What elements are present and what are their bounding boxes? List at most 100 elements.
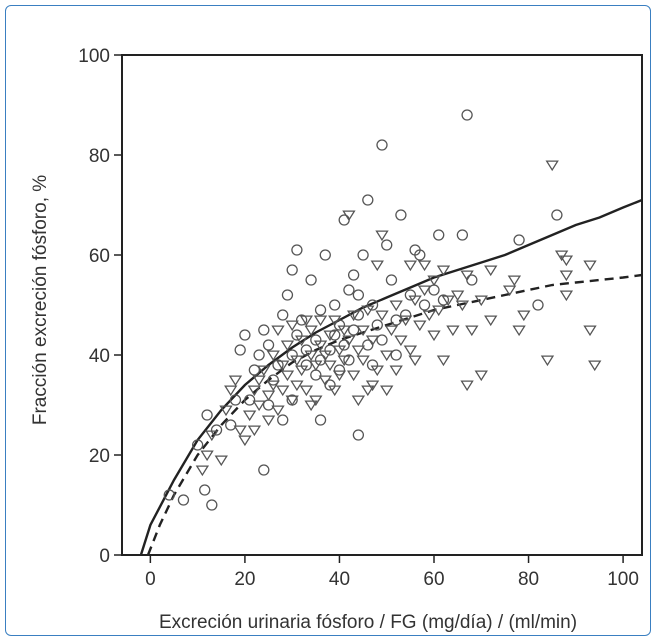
triangle-point <box>346 310 361 322</box>
triangle-point <box>224 385 238 397</box>
triangle-point <box>545 160 559 172</box>
triangle-point <box>460 270 474 282</box>
triangle-point <box>266 350 280 362</box>
y-tick-label: 100 <box>78 46 110 67</box>
solid-fit-curve <box>139 198 643 556</box>
triangle-point <box>219 405 233 417</box>
triangle-point <box>290 380 304 392</box>
circle-point <box>404 289 417 301</box>
circle-point <box>456 229 469 241</box>
triangle-point <box>361 385 375 397</box>
circle-point <box>286 264 298 276</box>
circle-point <box>324 344 336 356</box>
circle-point <box>362 194 374 206</box>
circle-point <box>206 499 218 511</box>
triangle-point <box>403 345 418 357</box>
triangle-point <box>294 365 309 377</box>
circle-point <box>329 329 341 341</box>
circle-point <box>352 309 365 321</box>
x-tick-label: 100 <box>607 569 639 590</box>
circle-point <box>305 274 317 286</box>
triangle-point <box>427 330 441 342</box>
circle-point <box>352 289 365 301</box>
circle-point <box>390 349 402 361</box>
triangle-point <box>559 255 574 267</box>
circle-point <box>329 299 341 311</box>
triangle-point <box>361 305 375 317</box>
circle-point <box>300 344 313 356</box>
triangle-point <box>540 355 555 367</box>
triangle-point <box>474 295 488 307</box>
x-tick-label: 60 <box>423 569 444 590</box>
triangle-point <box>318 350 332 362</box>
circle-point <box>177 494 190 506</box>
circle-point <box>267 374 279 386</box>
triangle-point <box>205 430 219 442</box>
triangle-point <box>280 370 295 382</box>
triangle-point <box>446 325 460 337</box>
triangle-point <box>583 325 597 337</box>
circle-point <box>433 229 445 241</box>
triangle-point <box>252 375 266 387</box>
circle-point <box>437 294 450 306</box>
circle-point <box>371 319 383 331</box>
circle-point <box>253 349 265 361</box>
triangle-point <box>313 315 328 327</box>
triangle-point <box>375 310 389 322</box>
triangle-point <box>280 340 295 352</box>
triangle-point <box>474 370 488 382</box>
triangle-point <box>356 325 370 337</box>
circle-point <box>225 419 237 431</box>
triangle-point <box>389 365 403 377</box>
triangle-point <box>389 300 403 312</box>
y-tick-label: 40 <box>89 346 110 367</box>
triangle-point <box>436 265 451 277</box>
circle-point <box>314 414 327 426</box>
triangle-point <box>517 310 531 322</box>
circle-point <box>551 209 563 221</box>
triangle-point <box>465 325 479 337</box>
circle-point <box>258 464 270 476</box>
triangle-point <box>380 350 394 362</box>
triangle-point <box>422 310 436 322</box>
circle-point <box>461 109 473 121</box>
triangle-point <box>460 380 474 392</box>
y-tick-label: 80 <box>89 146 110 167</box>
triangle-point <box>285 320 299 332</box>
triangle-point <box>214 455 228 467</box>
circle-point <box>362 339 374 351</box>
y-tick-label: 0 <box>99 546 110 567</box>
dashed-fit-curve <box>146 273 643 556</box>
circle-point <box>272 359 284 371</box>
circle-point <box>295 314 308 326</box>
triangle-point <box>313 340 328 352</box>
triangle-point <box>276 385 290 397</box>
triangle-point <box>342 210 356 222</box>
triangle-point <box>398 315 413 327</box>
triangle-point <box>252 400 266 412</box>
x-axis-ticks: 0 20 40 60 80 100 <box>145 555 639 590</box>
triangle-point <box>484 265 498 277</box>
circle-point <box>314 304 327 316</box>
triangle-point <box>294 335 309 347</box>
circle-point <box>239 329 251 341</box>
triangle-point <box>413 320 427 332</box>
circle-point <box>376 139 388 151</box>
y-axis-title: Fracción excreción fósforo, % <box>30 175 51 425</box>
triangle-point <box>365 380 380 392</box>
triangle-point <box>257 365 271 377</box>
triangle-point <box>342 335 356 347</box>
circle-point <box>310 334 322 346</box>
circle-point <box>281 289 294 301</box>
x-tick-label: 80 <box>518 569 539 590</box>
circle-point <box>532 299 544 311</box>
triangle-point <box>332 345 347 357</box>
circle-point <box>366 299 379 311</box>
x-tick-label: 40 <box>329 569 350 590</box>
fit-curves <box>139 198 643 556</box>
circle-point <box>343 354 355 366</box>
triangle-point <box>271 405 285 417</box>
triangle-point <box>261 415 276 427</box>
circle-point <box>376 334 388 346</box>
